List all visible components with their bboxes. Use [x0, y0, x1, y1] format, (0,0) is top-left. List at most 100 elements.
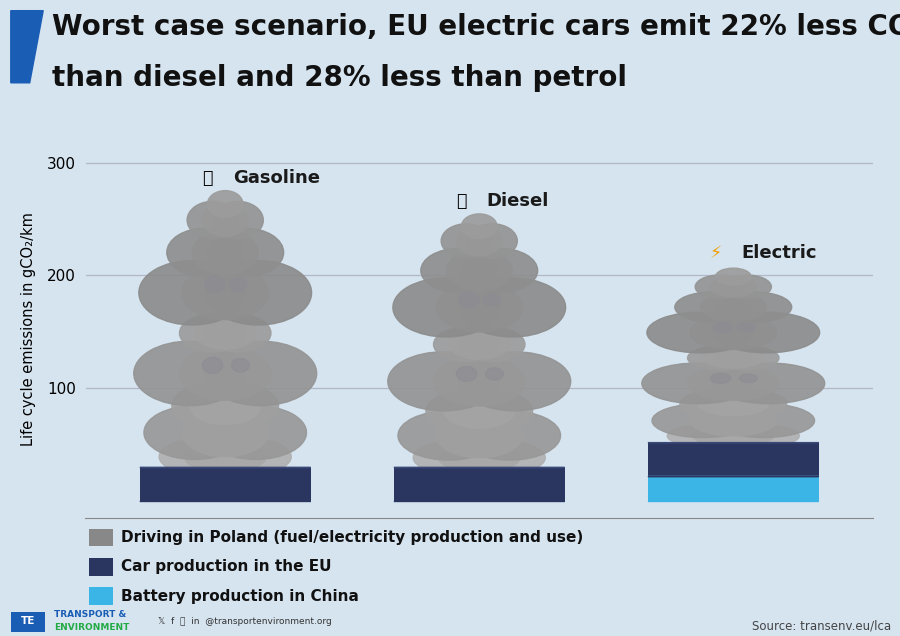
Ellipse shape [695, 275, 746, 299]
Text: ⚡: ⚡ [709, 244, 722, 262]
Ellipse shape [459, 411, 561, 460]
Ellipse shape [446, 251, 512, 290]
Ellipse shape [449, 329, 509, 359]
Ellipse shape [179, 347, 271, 400]
Y-axis label: Life cycle emissions in gCO₂/km: Life cycle emissions in gCO₂/km [21, 212, 36, 446]
Ellipse shape [436, 283, 522, 332]
Ellipse shape [716, 292, 792, 322]
Ellipse shape [737, 323, 755, 331]
Ellipse shape [690, 405, 777, 436]
Ellipse shape [698, 392, 769, 415]
Ellipse shape [713, 322, 734, 333]
Ellipse shape [438, 443, 520, 473]
Ellipse shape [710, 277, 756, 297]
Ellipse shape [182, 408, 268, 457]
Ellipse shape [229, 278, 247, 291]
Text: Electric: Electric [741, 244, 816, 262]
FancyBboxPatch shape [11, 612, 45, 632]
Text: Diesel: Diesel [487, 192, 549, 210]
Text: Source: transenv.eu/lca: Source: transenv.eu/lca [752, 619, 891, 632]
Ellipse shape [436, 413, 522, 458]
Ellipse shape [713, 346, 779, 370]
Ellipse shape [680, 390, 756, 417]
Text: than diesel and 28% less than petrol: than diesel and 28% less than petrol [52, 64, 627, 92]
Text: 𝕏  f  ⓘ  in  @transportenvironment.org: 𝕏 f ⓘ in @transportenvironment.org [158, 617, 331, 626]
Ellipse shape [713, 363, 824, 404]
Ellipse shape [202, 384, 279, 427]
Ellipse shape [202, 357, 222, 373]
Ellipse shape [690, 315, 777, 349]
FancyBboxPatch shape [89, 558, 113, 576]
Bar [394, 467, 564, 501]
Ellipse shape [134, 341, 246, 406]
Ellipse shape [434, 357, 525, 406]
Ellipse shape [190, 387, 261, 424]
FancyBboxPatch shape [89, 588, 113, 605]
Ellipse shape [205, 341, 317, 406]
Ellipse shape [182, 266, 268, 320]
Ellipse shape [456, 391, 533, 431]
Ellipse shape [194, 317, 256, 349]
Text: Car production in the EU: Car production in the EU [122, 560, 331, 574]
Ellipse shape [166, 228, 243, 277]
Text: ENVIRONMENT: ENVIRONMENT [54, 623, 130, 632]
Ellipse shape [207, 191, 243, 218]
Ellipse shape [459, 352, 571, 411]
Ellipse shape [721, 275, 771, 299]
FancyBboxPatch shape [89, 529, 113, 546]
Ellipse shape [205, 314, 271, 352]
Ellipse shape [693, 425, 774, 446]
Ellipse shape [462, 214, 497, 238]
Text: 💧: 💧 [456, 192, 467, 210]
Ellipse shape [740, 374, 758, 382]
Text: TRANSPORT &: TRANSPORT & [54, 610, 126, 619]
Ellipse shape [441, 224, 492, 258]
Ellipse shape [179, 314, 246, 352]
Ellipse shape [200, 438, 292, 476]
Ellipse shape [193, 231, 258, 274]
Ellipse shape [434, 327, 500, 362]
Ellipse shape [413, 440, 505, 475]
Ellipse shape [675, 292, 752, 322]
Ellipse shape [212, 202, 264, 239]
Bar [648, 476, 819, 501]
Ellipse shape [139, 261, 246, 325]
Ellipse shape [205, 261, 311, 325]
Ellipse shape [703, 348, 764, 368]
Text: Worst case scenario, EU electric cars emit 22% less CO2: Worst case scenario, EU electric cars em… [52, 13, 900, 41]
Ellipse shape [205, 406, 307, 459]
Ellipse shape [398, 411, 500, 460]
Ellipse shape [486, 368, 503, 380]
Text: 💧: 💧 [202, 169, 212, 188]
Ellipse shape [426, 391, 502, 431]
Ellipse shape [202, 204, 248, 237]
Bar [648, 443, 819, 476]
Text: Driving in Poland (fuel/electricity production and use): Driving in Poland (fuel/electricity prod… [122, 530, 583, 545]
Ellipse shape [205, 277, 225, 293]
Ellipse shape [700, 294, 766, 321]
Ellipse shape [642, 363, 753, 404]
Ellipse shape [231, 359, 249, 372]
Ellipse shape [184, 441, 266, 473]
Ellipse shape [716, 268, 751, 285]
Ellipse shape [713, 404, 814, 438]
Ellipse shape [456, 226, 502, 256]
Ellipse shape [444, 394, 515, 428]
Ellipse shape [144, 406, 246, 459]
Ellipse shape [710, 390, 787, 417]
Text: TE: TE [21, 616, 35, 626]
Ellipse shape [652, 404, 753, 438]
Ellipse shape [667, 424, 759, 448]
Ellipse shape [708, 424, 799, 448]
Ellipse shape [159, 438, 250, 476]
Text: Battery production in China: Battery production in China [122, 589, 359, 604]
Ellipse shape [172, 384, 248, 427]
Ellipse shape [207, 228, 284, 277]
Ellipse shape [483, 294, 500, 306]
Ellipse shape [459, 278, 565, 337]
Text: Gasoline: Gasoline [233, 169, 320, 188]
Ellipse shape [462, 248, 537, 293]
Ellipse shape [688, 346, 753, 370]
Ellipse shape [713, 312, 820, 353]
Ellipse shape [421, 248, 497, 293]
